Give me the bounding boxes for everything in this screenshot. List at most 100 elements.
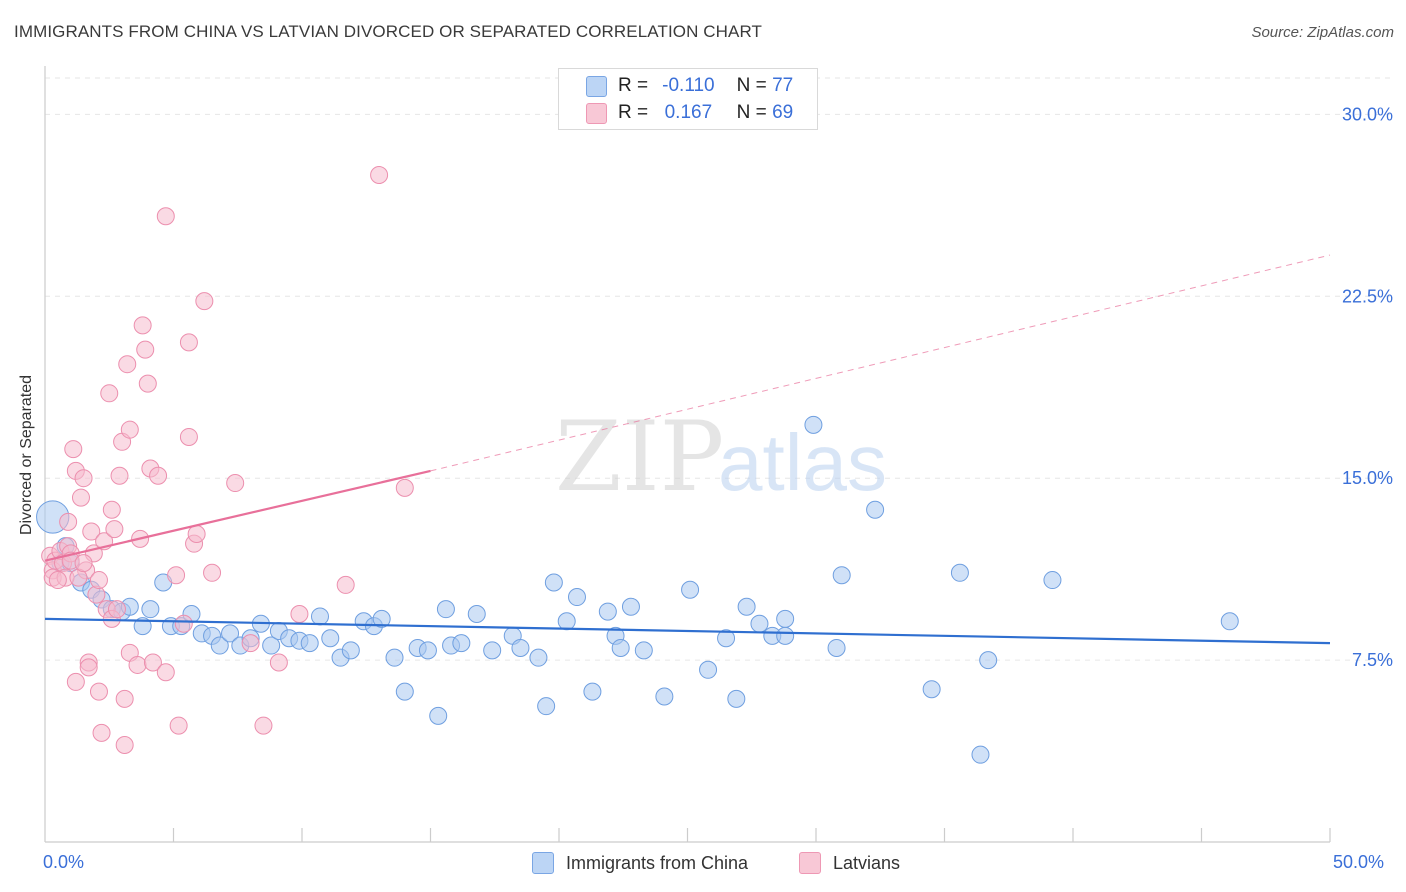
point-latvians bbox=[115, 735, 134, 754]
point-china bbox=[681, 580, 700, 599]
point-china bbox=[537, 697, 556, 716]
y-tick-label: 15.0% bbox=[1342, 468, 1393, 488]
point-latvians bbox=[187, 524, 206, 543]
point-china bbox=[221, 624, 240, 643]
legend-item-latvians[interactable]: Latvians bbox=[799, 852, 900, 874]
point-latvians bbox=[74, 554, 93, 573]
point-china bbox=[300, 634, 319, 653]
point-latvians bbox=[74, 469, 93, 488]
point-latvians bbox=[143, 653, 162, 672]
point-latvians bbox=[66, 672, 85, 691]
point-china bbox=[621, 597, 640, 616]
point-china bbox=[385, 648, 404, 667]
point-latvians bbox=[71, 488, 90, 507]
r-value: 0.167 bbox=[664, 102, 713, 123]
point-latvians bbox=[156, 663, 175, 682]
point-latvians bbox=[174, 614, 193, 633]
chart-title: IMMIGRANTS FROM CHINA VS LATVIAN DIVORCE… bbox=[14, 22, 763, 41]
point-latvians bbox=[370, 166, 389, 185]
point-china bbox=[483, 641, 502, 660]
point-china bbox=[634, 641, 653, 660]
point-china bbox=[321, 629, 340, 648]
point-latvians bbox=[241, 634, 260, 653]
point-china bbox=[750, 614, 769, 633]
point-china bbox=[544, 573, 563, 592]
trend-line-china bbox=[44, 617, 1331, 645]
point-china bbox=[436, 600, 455, 619]
legend-text-latvians: R = 0.167 N = 69 bbox=[618, 102, 793, 124]
point-china bbox=[737, 597, 756, 616]
point-china bbox=[804, 415, 823, 434]
point-china bbox=[141, 600, 160, 619]
point-latvians bbox=[89, 571, 108, 590]
trend-line-latvians bbox=[44, 469, 431, 562]
watermark-zip: ZIP bbox=[555, 401, 724, 513]
point-latvians bbox=[128, 655, 147, 674]
point-china bbox=[583, 682, 602, 701]
point-china bbox=[971, 745, 990, 764]
n-value: 77 bbox=[772, 75, 794, 96]
axes bbox=[44, 66, 1331, 843]
legend-swatch-pink bbox=[799, 852, 821, 874]
point-china bbox=[210, 636, 229, 655]
point-latvians bbox=[395, 478, 414, 497]
point-latvians bbox=[82, 522, 101, 541]
point-latvians bbox=[226, 474, 245, 493]
point-china bbox=[557, 612, 576, 631]
point-china bbox=[1043, 571, 1062, 590]
point-china bbox=[262, 636, 281, 655]
point-latvians bbox=[92, 723, 111, 742]
point-china bbox=[529, 648, 548, 667]
point-latvians bbox=[336, 575, 355, 594]
point-china bbox=[950, 563, 969, 582]
point-china bbox=[395, 682, 414, 701]
r-label: R = bbox=[618, 75, 649, 96]
point-latvians bbox=[167, 566, 186, 585]
point-latvians bbox=[79, 658, 98, 677]
r-label: R = bbox=[618, 102, 649, 123]
correlation-legend: R = -0.110 N = 77 R = 0.167 N = 69 bbox=[558, 68, 818, 130]
point-china bbox=[979, 651, 998, 670]
legend-swatch-blue bbox=[532, 852, 554, 874]
legend-label-latvians: Latvians bbox=[833, 852, 901, 873]
data-points bbox=[36, 166, 1239, 764]
point-china bbox=[776, 609, 795, 628]
point-latvians bbox=[89, 682, 108, 701]
y-tick-label: 22.5% bbox=[1342, 286, 1393, 306]
point-china bbox=[341, 641, 360, 660]
point-china bbox=[133, 617, 152, 636]
point-china bbox=[699, 660, 718, 679]
point-china bbox=[467, 605, 486, 624]
point-china bbox=[727, 689, 746, 708]
point-china bbox=[655, 687, 674, 706]
point-latvians bbox=[290, 605, 309, 624]
point-latvians bbox=[203, 563, 222, 582]
point-latvians bbox=[269, 653, 288, 672]
point-latvians bbox=[136, 340, 155, 359]
point-china bbox=[310, 607, 329, 626]
point-china bbox=[567, 588, 586, 607]
point-latvians bbox=[110, 466, 129, 485]
point-china bbox=[452, 634, 471, 653]
x-tick-label-max: 50.0% bbox=[1333, 852, 1385, 872]
point-latvians bbox=[179, 333, 198, 352]
point-latvians bbox=[115, 689, 134, 708]
legend-item-china[interactable]: Immigrants from China bbox=[532, 852, 748, 874]
point-latvians bbox=[100, 384, 119, 403]
y-tick-label: 7.5% bbox=[1352, 650, 1393, 670]
point-china bbox=[429, 706, 448, 725]
tick-labels: 7.5% 15.0% 22.5% 30.0% bbox=[1342, 104, 1393, 670]
x-tick-label-min: 0.0% bbox=[43, 852, 85, 872]
point-china bbox=[372, 609, 391, 628]
point-china bbox=[832, 566, 851, 585]
point-latvians bbox=[169, 716, 188, 735]
legend-text-china: R = -0.110 N = 77 bbox=[618, 75, 793, 97]
point-latvians bbox=[102, 500, 121, 519]
source-label: Source: ZipAtlas.com bbox=[1251, 24, 1394, 41]
point-china bbox=[866, 500, 885, 519]
point-latvians bbox=[149, 466, 168, 485]
point-latvians bbox=[105, 520, 124, 539]
point-china bbox=[776, 626, 795, 645]
